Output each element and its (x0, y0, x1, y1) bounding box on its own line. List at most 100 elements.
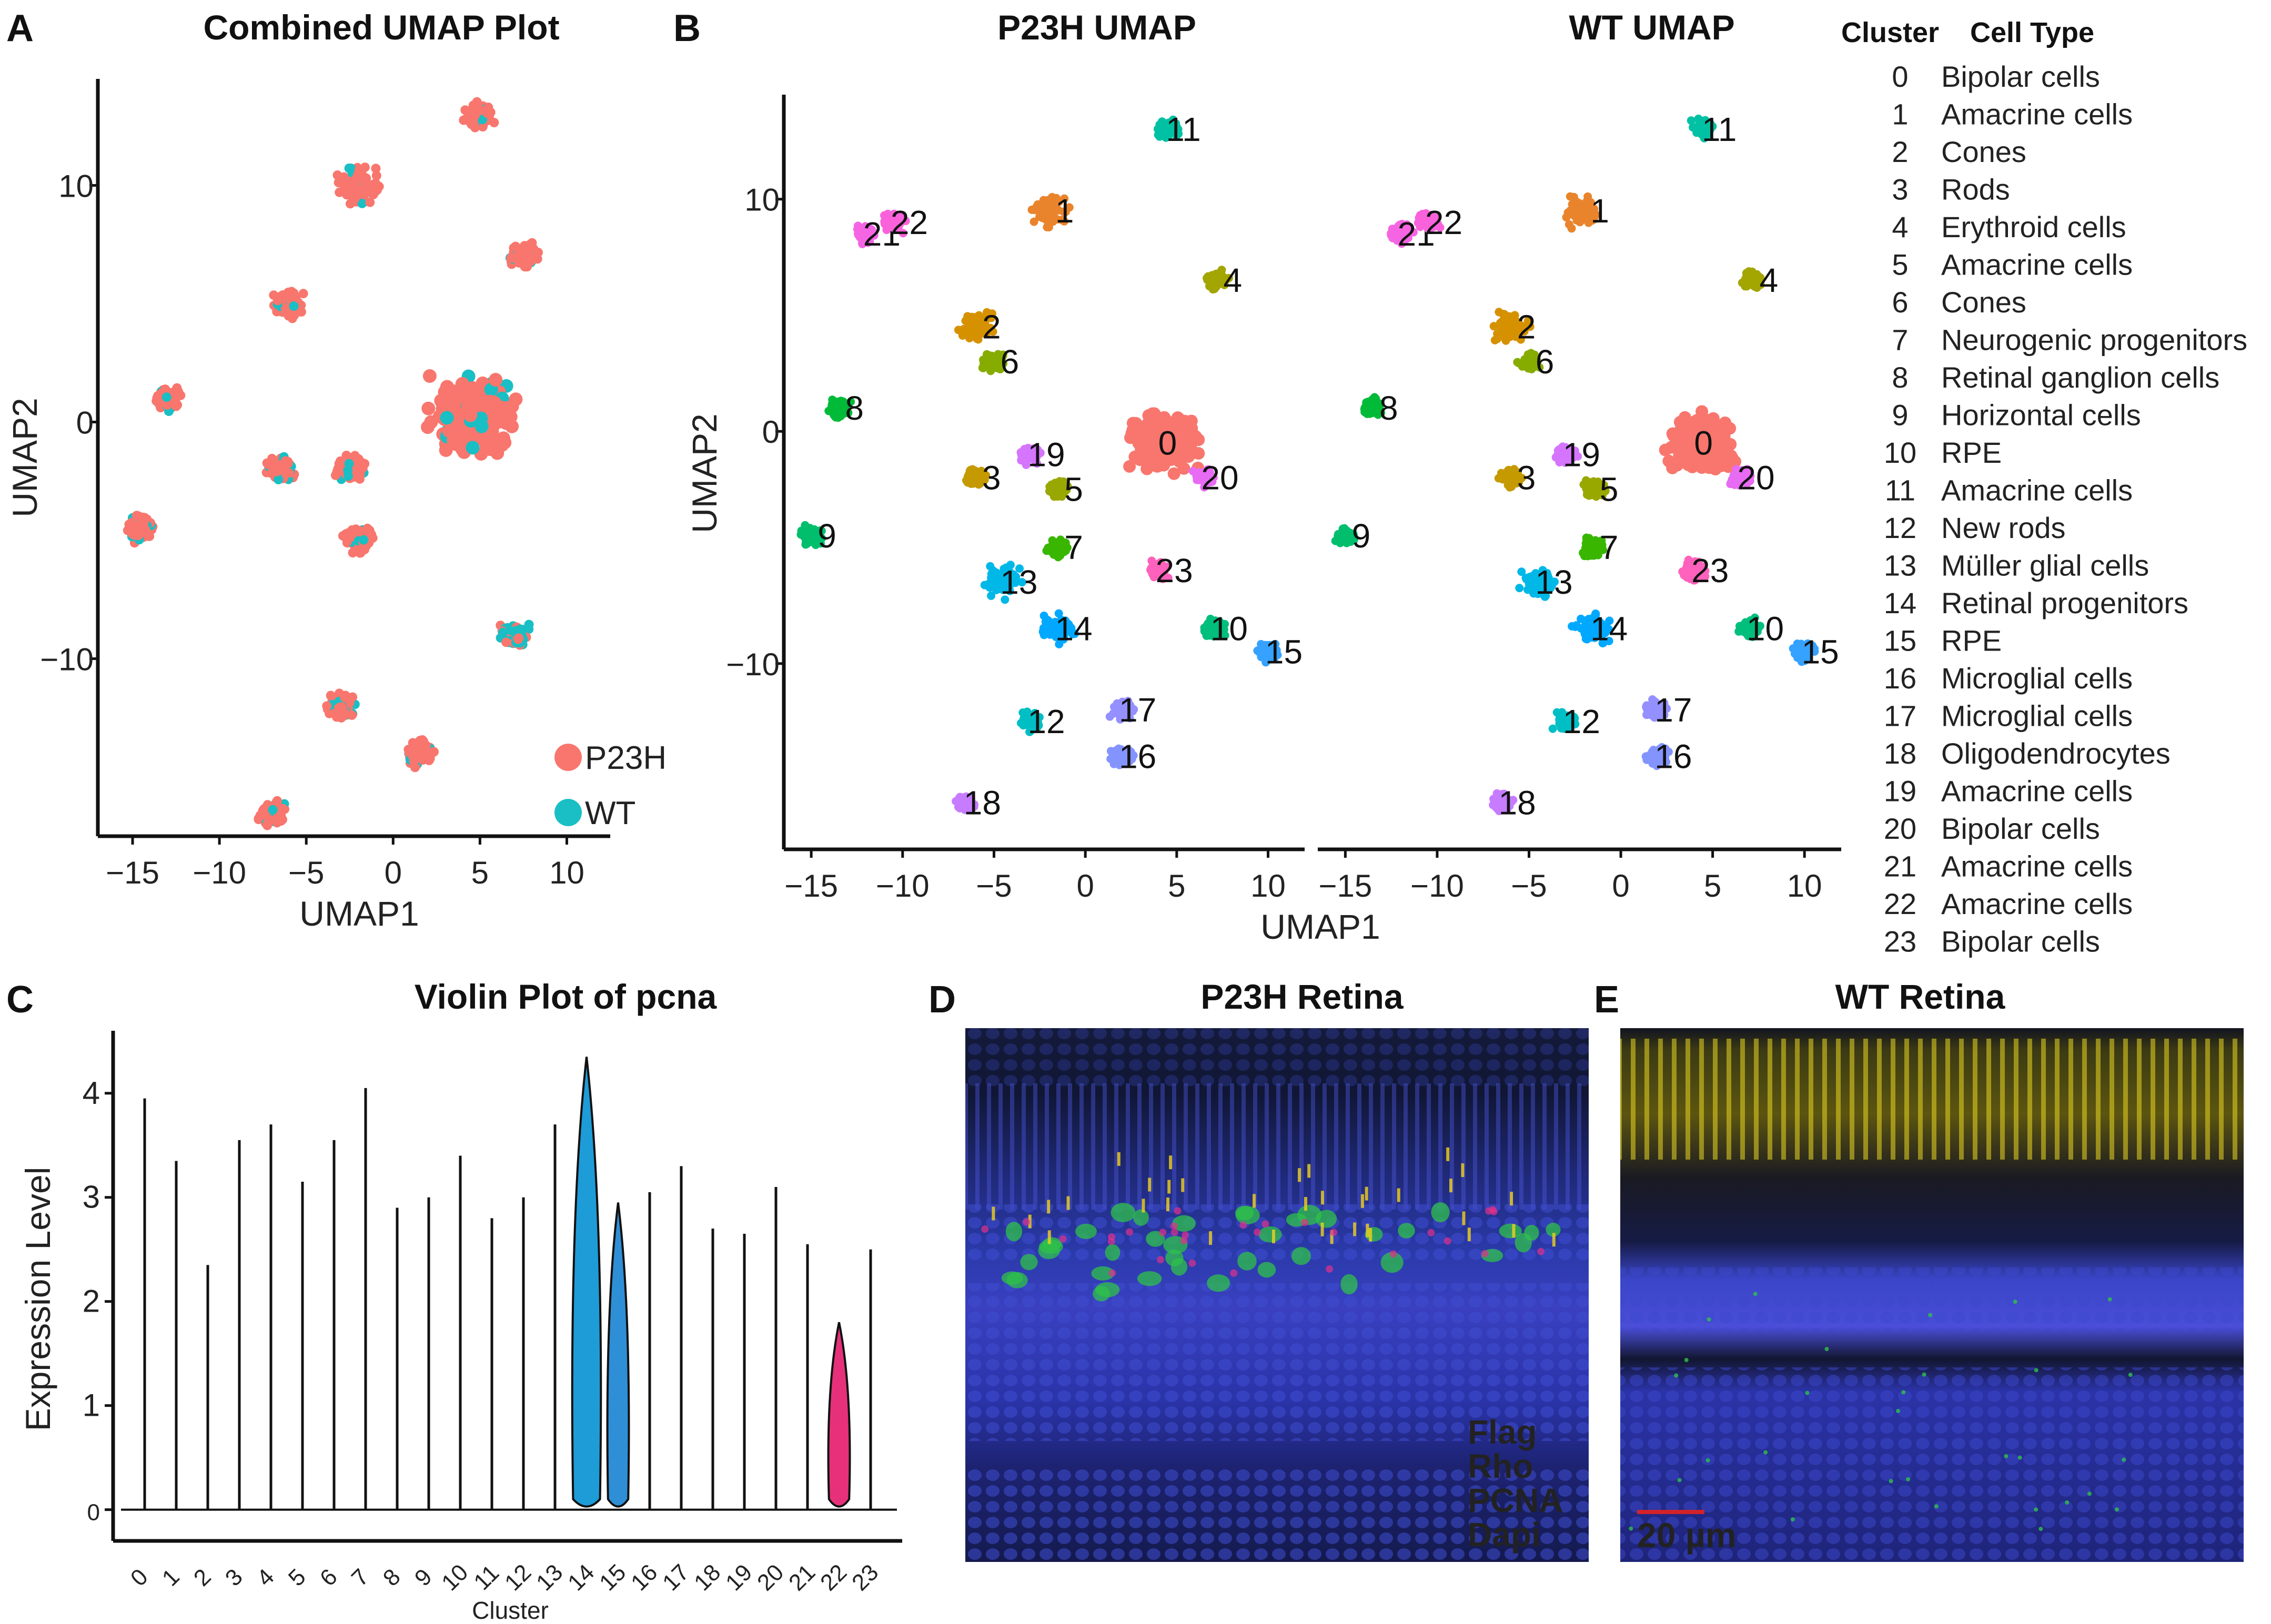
umap-a-point (498, 627, 508, 637)
umap-point (1517, 567, 1526, 576)
umap-a-point (524, 620, 534, 630)
cluster-label-6: 6 (1536, 343, 1555, 381)
a-x-tick-label: −15 (106, 855, 159, 890)
umap-a-point (489, 373, 503, 387)
umap-a-point (357, 198, 367, 208)
umap-a-point (350, 194, 360, 204)
umap-point (1159, 126, 1168, 135)
umap-a-cluster-1 (332, 163, 384, 209)
cluster-label-8: 8 (1379, 389, 1398, 427)
a-y-tick-label: −10 (40, 642, 94, 677)
umap-point (1498, 325, 1507, 334)
umap-b-p23h-cluster-8 (824, 395, 855, 422)
umap-point (1200, 623, 1209, 632)
umap-point (1050, 195, 1059, 204)
cluster-label-19: 19 (1027, 435, 1065, 473)
umap-point (842, 403, 851, 412)
legend-label-wt: WT (585, 795, 635, 831)
umap-a-point (272, 296, 282, 306)
umap-point (1568, 622, 1577, 631)
umap-a-cluster-18 (254, 796, 290, 830)
panel-a-title: Combined UMAP Plot (203, 8, 559, 47)
umap-b-p23h-cluster-12 (1017, 707, 1044, 736)
umap-point (1502, 472, 1511, 481)
cluster-label-6: 6 (1001, 343, 1020, 381)
cluster-label-16: 16 (1119, 737, 1156, 775)
umap-point (1367, 403, 1376, 411)
umap-point (1171, 415, 1184, 428)
umap-a-point (418, 739, 428, 749)
umap-point (846, 397, 855, 406)
umap-point (1038, 627, 1047, 636)
umap-point (1124, 431, 1137, 444)
umap-point (1489, 322, 1498, 331)
cluster-label-3: 3 (982, 459, 1001, 497)
panel-a: A Combined UMAP Plot −15 −10 −5 0 5 10−10010 … (5, 7, 667, 933)
umap-point (1029, 217, 1038, 226)
umap-a-point (411, 739, 421, 749)
umap-point (954, 326, 963, 334)
umap-a-point (343, 471, 353, 481)
umap-point (1521, 355, 1530, 364)
cluster-label-22: 22 (891, 204, 928, 241)
umap-a-cluster-12 (322, 688, 360, 723)
umap-a-point (289, 301, 299, 311)
umap-a-point (268, 805, 278, 815)
cluster-label-16: 16 (1654, 737, 1692, 775)
umap-a-point (421, 401, 436, 415)
umap-b-p23h-cluster-2 (954, 308, 997, 344)
cluster-label-13: 13 (1000, 563, 1037, 601)
legend-swatch-p23h (554, 744, 582, 771)
umap-a-point (298, 289, 308, 299)
umap-a-cluster-9 (123, 511, 158, 548)
cluster-label-11: 11 (1166, 110, 1200, 148)
cluster-label-23: 23 (1156, 552, 1193, 590)
a-x-label: UMAP1 (299, 894, 419, 933)
umap-point (1011, 578, 1020, 587)
umap-a-point (342, 190, 352, 200)
umap-a-point (368, 190, 378, 199)
umap-a-point (514, 633, 523, 643)
umap-point (1153, 427, 1166, 440)
umap-a-point (290, 310, 299, 320)
cluster-label-17: 17 (1119, 691, 1156, 729)
umap-a-point (343, 178, 353, 188)
umap-a-point (509, 392, 523, 407)
umap-point (1578, 216, 1587, 225)
umap-point (990, 359, 999, 368)
umap-a-point (371, 164, 381, 174)
umap-point (1667, 429, 1680, 442)
cluster-label-0: 0 (1694, 424, 1713, 462)
umap-point (1581, 634, 1590, 643)
umap-point (1665, 441, 1678, 454)
umap-a-point (346, 164, 356, 173)
cluster-label-11: 11 (1702, 110, 1737, 148)
umap-a-point (501, 637, 511, 647)
umap-point (1789, 644, 1798, 653)
umap-point (966, 321, 975, 329)
umap-point (813, 530, 821, 539)
umap-combined-plot (123, 97, 543, 830)
legend-label-p23h: P23H (585, 740, 667, 776)
cluster-label-12: 12 (1563, 703, 1600, 740)
umap-a-point (422, 369, 437, 383)
umap-a-point (359, 189, 369, 199)
umap-point (965, 334, 974, 342)
umap-point (1175, 449, 1188, 462)
cluster-label-8: 8 (845, 389, 864, 427)
umap-point (1027, 205, 1036, 214)
cluster-label-9: 9 (817, 517, 836, 555)
cluster-label-14: 14 (1055, 610, 1092, 648)
umap-point (1342, 534, 1350, 543)
umap-point (803, 526, 811, 535)
umap-point (1185, 422, 1198, 435)
cluster-label-18: 18 (964, 784, 1001, 822)
umap-point (983, 308, 991, 317)
umap-a-point (371, 171, 381, 180)
cluster-label-15: 15 (1265, 633, 1303, 671)
umap-point (999, 572, 1008, 581)
umap-point (1750, 280, 1759, 289)
umap-point (1055, 640, 1064, 648)
umap-point (1004, 579, 1013, 587)
